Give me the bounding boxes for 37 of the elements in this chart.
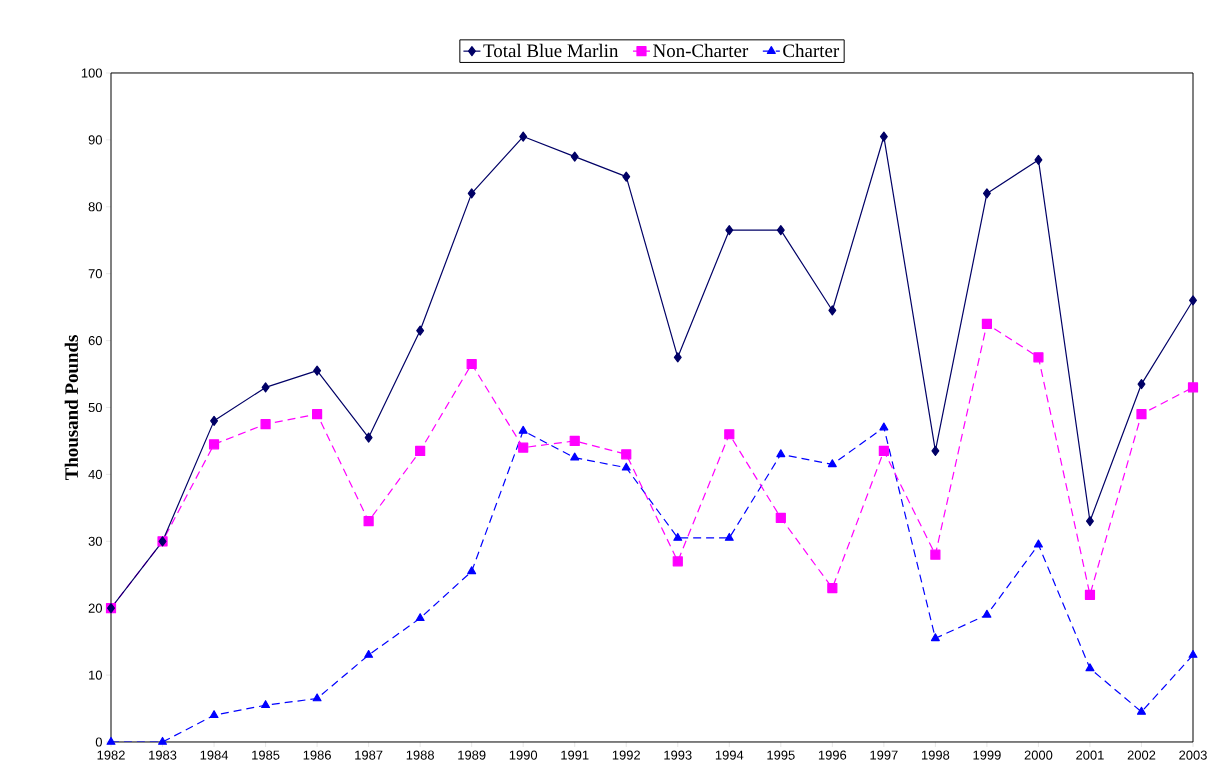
x-tick-label: 2002 <box>1127 750 1156 760</box>
y-tick-label: 80 <box>88 202 102 212</box>
x-tick-label: 1982 <box>97 750 125 760</box>
y-tick-label: 70 <box>88 269 102 279</box>
y-tick-label: 40 <box>88 469 102 479</box>
y-tick-label: 10 <box>89 670 102 680</box>
x-tick-label: 2001 <box>1076 750 1104 760</box>
x-tick-label: 1987 <box>355 750 383 760</box>
x-tick-label: 1989 <box>458 750 486 760</box>
y-axis-title: Thousand Pounds <box>64 335 79 481</box>
x-tick-label: 1983 <box>149 750 177 760</box>
x-tick-label: 1984 <box>200 750 229 760</box>
x-tick-label: 1998 <box>921 750 950 760</box>
x-tick-label: 1999 <box>973 750 1001 760</box>
x-tick-label: 1991 <box>561 750 589 760</box>
x-tick-label: 1997 <box>870 750 898 760</box>
x-tick-label: 1996 <box>818 750 847 760</box>
y-tick-label: 60 <box>88 335 102 346</box>
x-tick-label: 1994 <box>715 750 744 760</box>
x-tick-label: 1986 <box>303 750 331 760</box>
y-tick-label: 0 <box>95 737 102 747</box>
x-tick-label: 1995 <box>767 750 795 760</box>
legend-label: Non-Charter <box>653 43 749 58</box>
legend-label: Charter <box>783 43 840 58</box>
x-tick-label: 1985 <box>252 750 280 760</box>
y-tick-label: 90 <box>88 135 102 145</box>
legend-label: Total Blue Marlin <box>483 43 619 58</box>
x-tick-label: 1990 <box>509 750 538 760</box>
y-tick-label: 30 <box>88 536 102 546</box>
x-tick-label: 2003 <box>1179 750 1207 760</box>
x-tick-label: 1988 <box>406 750 434 760</box>
x-tick-label: 2000 <box>1024 750 1053 760</box>
x-tick-label: 1992 <box>612 750 640 760</box>
y-tick-label: 50 <box>88 402 102 413</box>
y-tick-label: 100 <box>81 68 102 78</box>
y-tick-label: 20 <box>88 603 102 613</box>
x-tick-label: 1993 <box>664 750 692 760</box>
